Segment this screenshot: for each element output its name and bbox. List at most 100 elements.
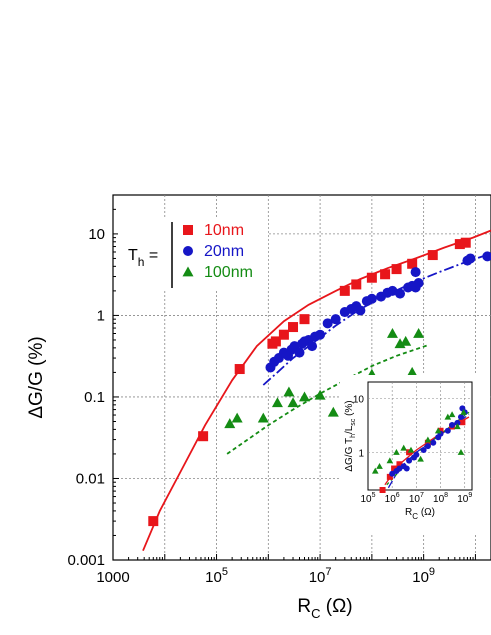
inset-data-point	[389, 470, 396, 477]
inset-data-point	[457, 413, 464, 420]
data-point-10nm	[278, 329, 289, 340]
x-axis-title-sub: C	[311, 606, 320, 621]
series-10nm	[142, 229, 491, 552]
inset-y-title-part: /L	[344, 425, 355, 434]
inset-x-tick-base: 10	[385, 494, 397, 505]
inset-frame	[367, 381, 473, 491]
x-tick-base: 10	[309, 569, 326, 586]
x-tick-label: 107	[309, 566, 332, 586]
data-point-100nm	[283, 386, 295, 397]
legend-marker-20nm	[183, 246, 193, 256]
data-point-100nm	[287, 397, 299, 408]
legend-marker-100nm	[182, 266, 194, 277]
data-point-10nm	[460, 237, 471, 248]
legend-entry-20nm: 20nm	[204, 243, 244, 260]
x-axis-title-main: R	[297, 596, 311, 617]
inset-x-tick-label: 107	[409, 492, 424, 505]
legend-entry-100nm: 100nm	[204, 264, 253, 281]
y-tick-label: 1	[97, 307, 105, 324]
inset-data-point	[396, 461, 403, 468]
data-point-100nm	[257, 412, 269, 423]
inset-data-point	[434, 427, 442, 434]
inset-data-point	[454, 423, 461, 430]
inset-data-point	[454, 419, 461, 426]
inset-x-tick-label: 109	[457, 492, 472, 505]
data-point-10nm	[270, 336, 281, 347]
main-plot	[142, 229, 491, 552]
data-point-100nm	[327, 406, 339, 417]
inset-data-point	[430, 439, 437, 446]
y-axis-title: ΔG/G (%)	[26, 336, 47, 418]
y-tick-label: 10	[88, 226, 105, 243]
x-tick-label: 105	[205, 566, 228, 586]
x-tick-exponent: 7	[325, 566, 331, 578]
inset-x-tick-exponent: 8	[444, 492, 448, 499]
x-axis-title-unit: (Ω)	[320, 596, 352, 617]
inset-y-axis-title: ΔG/G Th/Lsc (%)	[344, 400, 357, 471]
inset-data-point	[400, 444, 408, 451]
inset-data-point	[424, 436, 432, 443]
inset-x-title-sub: C	[412, 512, 418, 521]
data-point-20nm	[330, 314, 341, 325]
data-point-100nm	[231, 412, 243, 423]
data-point-20nm	[413, 277, 424, 288]
inset-data-point	[417, 455, 424, 462]
legend: Th = 10nm 20nm 100nm	[118, 218, 268, 290]
data-point-100nm	[271, 397, 283, 408]
inset-x-tick-label: 106	[385, 492, 400, 505]
inset-data-point	[459, 419, 466, 426]
x-tick-exponent: 5	[222, 566, 228, 578]
series-100nm	[224, 328, 428, 455]
y-tick-label: 0.1	[84, 389, 105, 406]
inset-y-title-part: sc	[350, 418, 357, 426]
data-point-100nm	[314, 389, 326, 400]
series-20nm	[262, 251, 491, 386]
data-point-20nm	[410, 267, 421, 278]
data-point-100nm	[299, 391, 311, 402]
legend-label-sub: h	[138, 255, 145, 269]
data-point-10nm	[288, 322, 299, 333]
legend-entry-10nm: 10nm	[204, 222, 244, 239]
inset-x-axis-title: RC (Ω)	[405, 507, 435, 521]
inset-data-point	[393, 448, 400, 455]
inset-x-tick-label: 105	[360, 492, 375, 505]
x-tick-label: 1000	[96, 569, 129, 586]
data-point-10nm	[148, 516, 159, 527]
data-point-10nm	[427, 250, 438, 261]
data-point-20nm	[465, 253, 476, 264]
inset-x-title-unit: (Ω)	[418, 507, 435, 518]
data-point-20nm	[294, 347, 305, 358]
legend-marker-10nm	[183, 225, 193, 235]
inset-x-tick-label: 108	[433, 492, 448, 505]
inset-x-tick-exponent: 6	[396, 492, 400, 499]
x-axis-title: RC (Ω)	[297, 596, 352, 621]
data-point-20nm	[315, 329, 326, 340]
inset-data-point	[406, 457, 413, 464]
inset-x-tick-exponent: 9	[468, 492, 472, 499]
inset-data-point	[413, 451, 420, 458]
inset-data-point	[424, 439, 431, 446]
inset-data-point	[379, 487, 386, 493]
data-point-20nm	[307, 341, 318, 352]
fit-curve-20nm	[262, 253, 489, 386]
inset-x-tick-base: 10	[457, 494, 469, 505]
inset-data-point	[371, 467, 379, 474]
data-point-10nm	[198, 431, 209, 442]
inset-y-title-part: (%)	[344, 400, 355, 418]
inset-data-point	[407, 446, 415, 453]
y-tick-label: 0.01	[76, 470, 105, 487]
legend-label-eq: =	[144, 247, 158, 264]
data-point-10nm	[391, 264, 402, 275]
inset-data-point	[420, 447, 427, 454]
inset-data-point	[449, 421, 456, 428]
data-point-10nm	[380, 269, 391, 280]
x-tick-exponent: 9	[429, 566, 435, 578]
data-point-100nm	[413, 328, 425, 338]
inset-x-tick-exponent: 5	[372, 492, 376, 499]
data-point-10nm	[351, 279, 362, 290]
inset-data-point	[448, 411, 456, 418]
data-point-20nm	[482, 251, 491, 262]
inset-y-tick-label: 1	[358, 448, 364, 459]
